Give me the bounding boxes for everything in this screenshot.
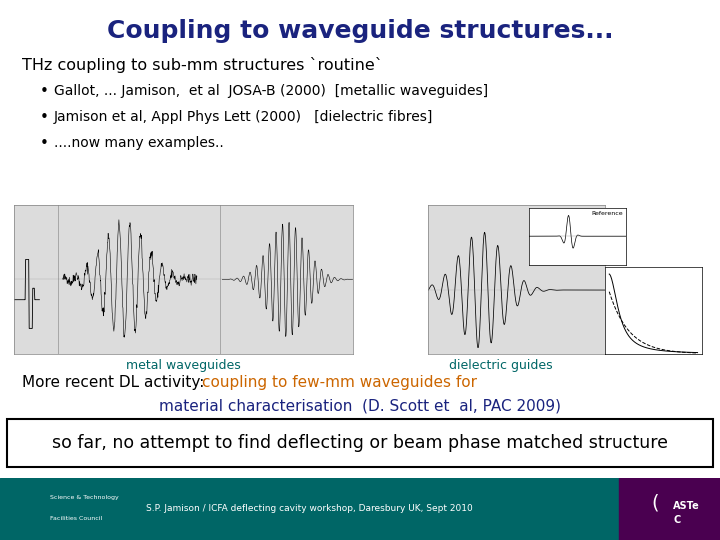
Text: Gallot, ... Jamison,  et al  JOSA-B (2000)  [metallic waveguides]: Gallot, ... Jamison, et al JOSA-B (2000)… — [54, 84, 488, 98]
Text: •: • — [40, 136, 48, 151]
Text: coupling to few-mm waveguides for: coupling to few-mm waveguides for — [202, 375, 477, 390]
Text: Facilities Council: Facilities Council — [50, 516, 103, 522]
Text: •: • — [40, 110, 48, 125]
Text: ....now many examples..: ....now many examples.. — [54, 136, 224, 150]
FancyBboxPatch shape — [7, 418, 713, 467]
Text: •: • — [40, 84, 48, 99]
Text: Science & Technology: Science & Technology — [50, 495, 119, 500]
Text: THz coupling to sub-mm structures `routine`: THz coupling to sub-mm structures `routi… — [22, 57, 382, 73]
Text: material characterisation  (D. Scott et  al, PAC 2009): material characterisation (D. Scott et a… — [159, 399, 561, 414]
Text: ASTe: ASTe — [673, 501, 700, 511]
Text: Reference: Reference — [592, 211, 624, 216]
Text: metal waveguides: metal waveguides — [126, 359, 241, 372]
Text: C: C — [673, 515, 680, 525]
Text: Coupling to waveguide structures...: Coupling to waveguide structures... — [107, 19, 613, 43]
Text: so far, no attempt to find deflecting or beam phase matched structure: so far, no attempt to find deflecting or… — [52, 434, 668, 452]
Text: S.P. Jamison / ICFA deflecting cavity workshop, Daresbury UK, Sept 2010: S.P. Jamison / ICFA deflecting cavity wo… — [146, 504, 473, 514]
Bar — [619, 478, 720, 540]
Text: More recent DL activity:: More recent DL activity: — [22, 375, 204, 390]
Text: dielectric guides: dielectric guides — [449, 359, 552, 372]
Text: Jamison et al, Appl Phys Lett (2000)   [dielectric fibres]: Jamison et al, Appl Phys Lett (2000) [di… — [54, 110, 433, 124]
Bar — [0, 478, 619, 540]
Text: (: ( — [652, 493, 659, 512]
